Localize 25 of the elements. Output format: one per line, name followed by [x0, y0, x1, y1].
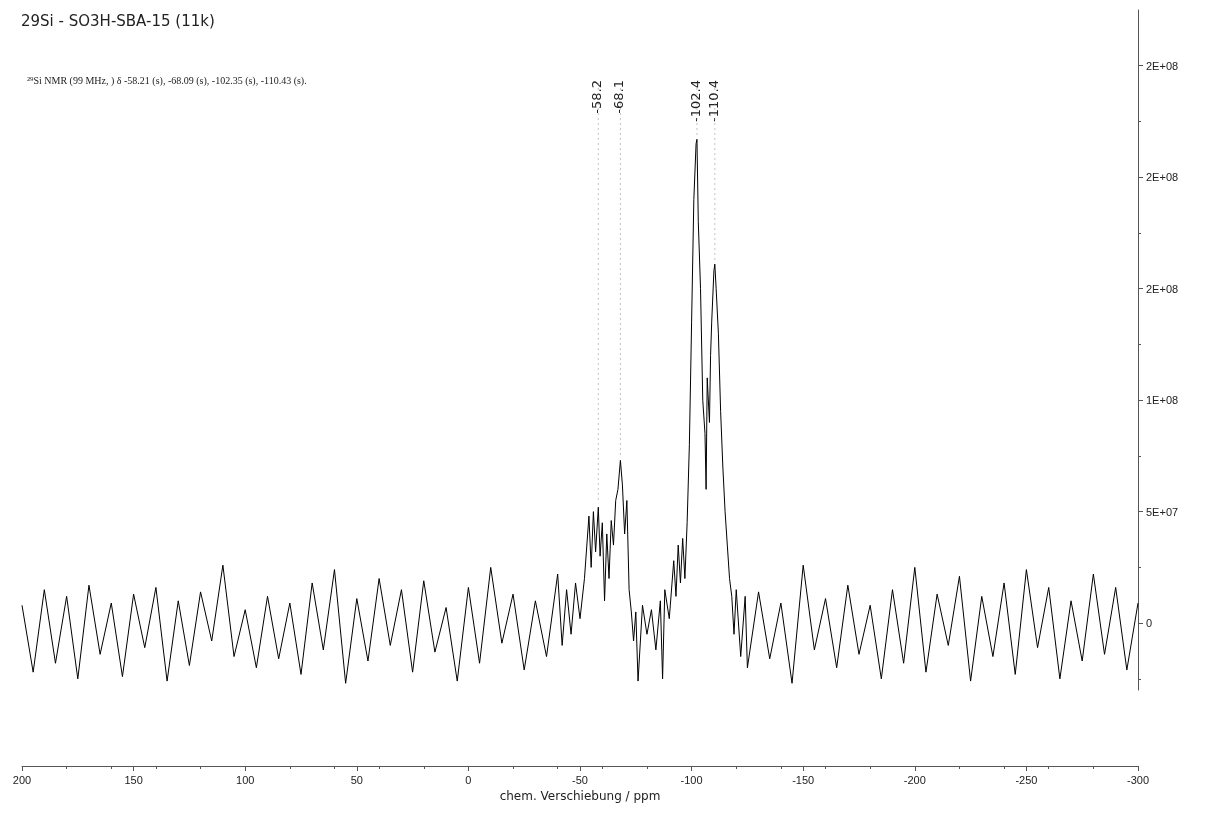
y-tick-label: 5E+07	[1146, 505, 1179, 518]
chart-title: 29Si - SO3H-SBA-15 (11k)	[21, 11, 215, 30]
x-tick-label: 200	[12, 773, 32, 786]
x-tick-label: 50	[350, 773, 363, 786]
annotation: -58.2	[589, 80, 605, 114]
y-tick-label: 2E+08	[1146, 282, 1179, 295]
y-tick-label: 2E+08	[1146, 171, 1179, 184]
y-tick-label: 0	[1146, 617, 1153, 630]
annotation: -110.4	[705, 80, 721, 122]
y-tick-label: 1E+08	[1146, 394, 1179, 407]
x-axis-title: chem. Verschiebung / ppm	[499, 788, 661, 803]
text: ²⁹Si NMR (99 MHz, ) δ -58.21 (s), -68.09 (s), -102.35 (s), -110.43 (s).	[27, 74, 307, 87]
annotation: -68.1	[611, 80, 627, 114]
annotation: -102.4	[687, 80, 703, 122]
x-tick-label: -50	[572, 773, 588, 786]
x-tick-label: -150	[792, 773, 815, 786]
x-tick-label: -200	[903, 773, 926, 786]
line-series	[21, 138, 1139, 684]
x-tick-label: 150	[124, 773, 143, 786]
y-tick-label: 2E+08	[1146, 59, 1179, 72]
x-tick-label: -250	[1015, 773, 1038, 786]
x-tick-label: -300	[1126, 773, 1150, 786]
x-tick-label: 100	[236, 773, 255, 786]
x-tick-label: -100	[680, 773, 703, 786]
x-tick-label: 0	[465, 773, 472, 786]
